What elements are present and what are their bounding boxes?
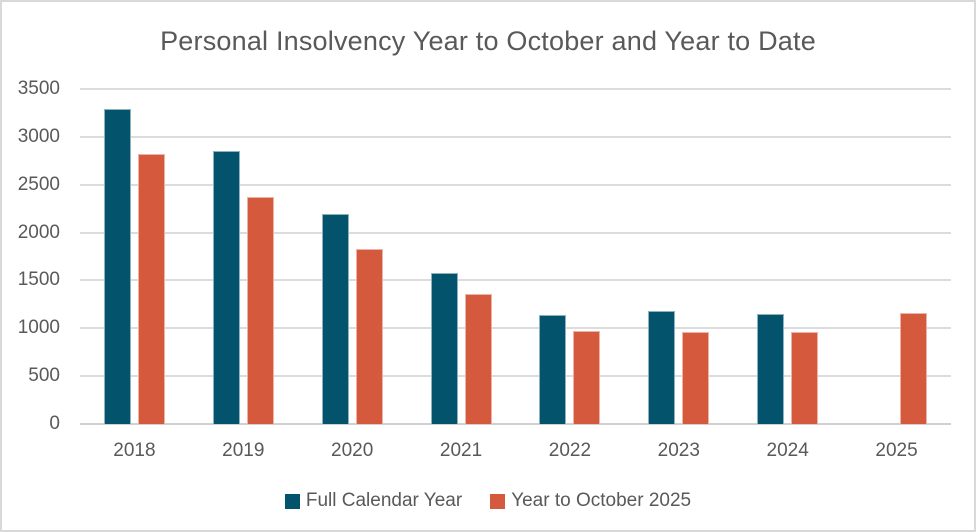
bar-full-calendar-year-2021 (430, 273, 458, 424)
plot-area (80, 88, 951, 425)
y-axis-tick-label: 0 (49, 413, 60, 434)
x-axis-label-2023: 2023 (657, 440, 700, 461)
gridline (80, 279, 951, 282)
y-axis-tick-label: 3000 (17, 125, 60, 147)
legend-swatch-icon (284, 493, 300, 509)
bar-year-to-october-2025-2018 (137, 154, 165, 424)
bar-year-to-october-2025-2021 (464, 293, 492, 424)
gridline (80, 327, 951, 330)
legend-entry-full-calendar-year: Full Calendar Year (284, 490, 463, 512)
y-axis-tick-label: 1500 (17, 269, 60, 291)
chart-title: Personal Insolvency Year to October and … (160, 26, 816, 56)
bar-year-to-october-2025-2020 (355, 248, 383, 424)
y-axis-tick-label: 2500 (17, 173, 60, 195)
x-axis-label-2024: 2024 (766, 440, 809, 461)
gridline (80, 231, 951, 234)
gridline (80, 135, 951, 138)
gridline (80, 88, 951, 90)
legend: Full Calendar Year Year to October 2025 (2, 487, 974, 515)
bar-full-calendar-year-2024 (757, 314, 785, 424)
x-axis-line (80, 423, 951, 425)
x-axis-label-2020: 2020 (331, 440, 374, 461)
bar-full-calendar-year-2019 (212, 151, 240, 424)
bar-year-to-october-2025-2025 (900, 312, 928, 424)
bar-full-calendar-year-2022 (539, 314, 567, 424)
y-axis-tick-label: 2000 (17, 221, 60, 243)
x-axis-label-2022: 2022 (548, 440, 592, 461)
bar-full-calendar-year-2020 (321, 214, 349, 424)
y-axis-tick-label: 1000 (17, 317, 60, 339)
bar-year-to-october-2025-2019 (246, 196, 274, 424)
bar-year-to-october-2025-2022 (573, 331, 601, 424)
legend-label: Full Calendar Year (305, 490, 463, 511)
y-axis-tick-label: 500 (28, 365, 60, 387)
legend-label: Year to October 2025 (511, 490, 692, 511)
bar-full-calendar-year-2018 (103, 109, 131, 424)
bar-full-calendar-year-2023 (648, 311, 676, 424)
legend-entry-year-to-october-2025: Year to October 2025 (490, 490, 691, 512)
x-axis-label-2021: 2021 (439, 440, 483, 461)
legend-swatch-icon (490, 493, 506, 509)
x-axis-label-2018: 2018 (113, 440, 156, 461)
gridline (80, 375, 951, 378)
y-axis-tick-label: 3500 (17, 78, 60, 99)
x-axis-label-2019: 2019 (222, 440, 265, 461)
gridline (80, 183, 951, 186)
bar-year-to-october-2025-2024 (791, 332, 819, 424)
x-axis-label-2025: 2025 (875, 440, 918, 461)
bar-year-to-october-2025-2023 (682, 331, 710, 424)
